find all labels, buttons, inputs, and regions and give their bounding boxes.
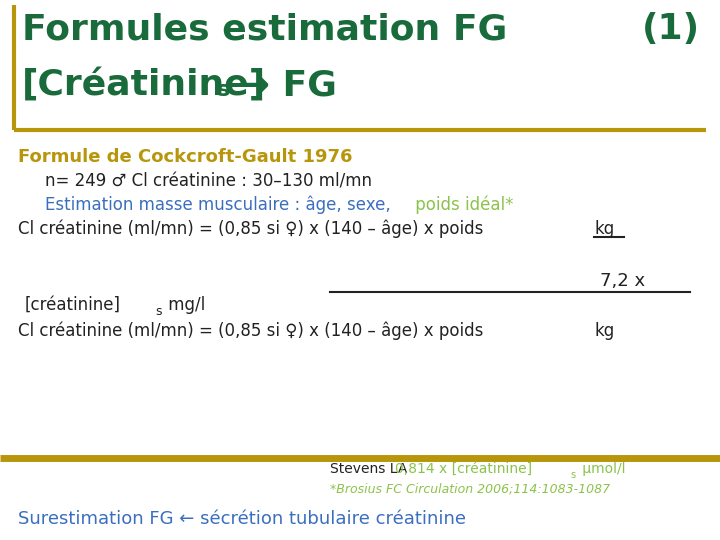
Text: [créatinine]: [créatinine] (25, 296, 121, 314)
Text: s: s (155, 305, 161, 318)
Text: mg/l: mg/l (163, 296, 205, 314)
Text: 7,2 x: 7,2 x (600, 272, 645, 290)
Text: (1): (1) (642, 12, 700, 46)
Text: Formule de Cockcroft-Gault 1976: Formule de Cockcroft-Gault 1976 (18, 148, 353, 166)
Text: kg: kg (595, 220, 616, 238)
Text: Cl créatinine (ml/mn) = (0,85 si ♀) x (140 – âge) x poids: Cl créatinine (ml/mn) = (0,85 si ♀) x (1… (18, 322, 489, 341)
Text: Surestimation FG ← sécrétion tubulaire créatinine: Surestimation FG ← sécrétion tubulaire c… (18, 510, 466, 528)
Text: *Brosius FC Circulation 2006;114:1083-1087: *Brosius FC Circulation 2006;114:1083-10… (330, 483, 610, 496)
Text: n= 249 ♂ Cl créatinine : 30–130 ml/mn: n= 249 ♂ Cl créatinine : 30–130 ml/mn (45, 172, 372, 190)
Text: Cl créatinine (ml/mn) = (0,85 si ♀) x (140 – âge) x poids: Cl créatinine (ml/mn) = (0,85 si ♀) x (1… (18, 220, 489, 239)
Text: s: s (217, 80, 230, 100)
Text: Stevens LA: Stevens LA (330, 462, 412, 476)
Text: Estimation masse musculaire : âge, sexe,: Estimation masse musculaire : âge, sexe, (45, 195, 391, 213)
Text: μmol/l: μmol/l (578, 462, 626, 476)
Text: poids idéal*: poids idéal* (410, 195, 513, 213)
Text: 0,814 x [créatinine]: 0,814 x [créatinine] (395, 462, 532, 476)
Text: → FG: → FG (227, 68, 337, 102)
Text: kg: kg (595, 322, 616, 340)
Text: Formules estimation FG: Formules estimation FG (22, 12, 508, 46)
Text: [Créatinine]: [Créatinine] (22, 68, 266, 102)
Text: s: s (570, 470, 575, 480)
